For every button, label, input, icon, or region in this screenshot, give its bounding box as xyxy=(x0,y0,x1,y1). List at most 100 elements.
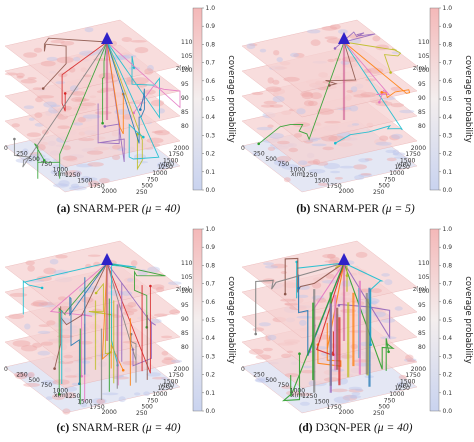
colorbar-tick-label: 0.8 xyxy=(443,262,453,269)
x-axis-label: x(m) xyxy=(291,171,305,178)
trajectory-8 xyxy=(298,262,345,356)
x-tick-label: 250 xyxy=(253,371,265,378)
coverage-blob xyxy=(131,77,149,84)
colorbar-label: coverage probability xyxy=(463,55,473,143)
trajectory-9 xyxy=(316,262,345,356)
coverage-blob xyxy=(147,266,160,273)
coverage-blob xyxy=(308,100,318,106)
coverage-blob xyxy=(263,100,277,105)
coverage-blob xyxy=(23,382,40,387)
coverage-blob xyxy=(8,313,25,319)
colorbar-tick-label: 0.7 xyxy=(443,281,453,288)
coverage-blob xyxy=(260,104,275,108)
coverage-blob xyxy=(269,104,284,108)
z-tick-label: 105 xyxy=(181,274,193,281)
trajectory-start xyxy=(298,352,301,355)
colorbar-tick-label: 0.2 xyxy=(443,151,453,158)
coverage-blob xyxy=(27,265,35,272)
trajectory-start xyxy=(13,137,16,141)
coverage-blob xyxy=(276,160,286,163)
caption-a: (a) SNARM-PER (μ = 40) xyxy=(0,203,237,215)
z-tick-label: 95 xyxy=(181,81,189,88)
coverage-blob xyxy=(127,278,134,282)
x-tick-label: 500 xyxy=(265,377,277,384)
caption-algorithm: D3QN-PER xyxy=(315,422,372,434)
caption-b: (b) SNARM-PER (μ = 5) xyxy=(237,203,474,215)
trajectory-start xyxy=(283,292,287,296)
coverage-blob xyxy=(392,149,400,156)
trajectory-2 xyxy=(106,41,160,119)
y-tick-label: 1500 xyxy=(163,379,178,386)
trajectory-start xyxy=(101,121,104,125)
coverage-blob xyxy=(338,29,348,35)
y-axis-label: y(m) xyxy=(160,382,174,389)
coverage-blob xyxy=(89,285,99,289)
colorbar-tick-label: 0.9 xyxy=(206,23,216,30)
x-tick-label: 1500 xyxy=(77,177,92,184)
coverage-blob xyxy=(348,388,364,393)
trajectory-5 xyxy=(106,41,124,135)
trajectory-7 xyxy=(343,41,402,73)
x-tick-label: 1500 xyxy=(314,177,329,184)
coverage-blob xyxy=(293,53,305,58)
caption-param: (μ = 40) xyxy=(141,203,181,215)
trajectory-5 xyxy=(343,41,411,99)
chart-d: 80859095100105110z(m)2505007501000125015… xyxy=(241,226,473,417)
trajectory-start xyxy=(333,47,337,50)
coverage-blob xyxy=(372,35,381,42)
coverage-blob xyxy=(62,145,71,151)
coverage-blob xyxy=(321,280,340,284)
coverage-blob xyxy=(355,388,363,392)
colorbar-tick-label: 0.8 xyxy=(443,41,453,48)
coverage-blob xyxy=(285,303,299,306)
coverage-blob xyxy=(170,359,183,363)
colorbar-tick-label: 0.8 xyxy=(206,41,216,48)
caption-algorithm: SNARM-PER xyxy=(73,203,139,215)
x-tick-label: 1250 xyxy=(65,393,80,400)
colorbar xyxy=(192,7,203,191)
coverage-blob xyxy=(84,177,98,181)
coverage-blob xyxy=(136,161,149,164)
x-tick-label: 500 xyxy=(28,156,40,163)
trajectory-6 xyxy=(42,37,108,89)
coverage-blob xyxy=(13,372,27,378)
x-tick-label: 1750 xyxy=(89,183,104,190)
destination-marker xyxy=(101,253,113,265)
colorbar-tick-label: 0.7 xyxy=(206,281,216,288)
coverage-blob xyxy=(43,267,57,275)
trajectory-6 xyxy=(54,262,108,369)
coverage-texture xyxy=(23,27,154,92)
coverage-blob xyxy=(62,155,78,161)
x-tick-label: 750 xyxy=(278,161,290,168)
y-tick-label: 1750 xyxy=(405,151,420,158)
y-axis-label: y(m) xyxy=(397,161,411,168)
coverage-blob xyxy=(121,37,132,42)
coverage-blob xyxy=(62,408,71,415)
trajectory-2 xyxy=(335,41,403,144)
coverage-blob xyxy=(322,254,336,259)
coverage-blob xyxy=(277,140,290,145)
coverage-blob xyxy=(32,87,43,90)
x-axis-label: x(m) xyxy=(291,392,305,399)
coverage-blob xyxy=(311,316,329,320)
coverage-blob xyxy=(399,109,415,114)
coverage-blob xyxy=(87,254,101,257)
coverage-blob xyxy=(276,155,292,163)
coverage-blob xyxy=(101,392,119,396)
destination-marker xyxy=(338,253,350,265)
coverage-blob xyxy=(324,260,339,263)
coverage-blob xyxy=(32,342,43,348)
coverage-blob xyxy=(281,353,291,358)
caption-algorithm: SNARM-PER xyxy=(313,203,380,215)
trajectory-1 xyxy=(343,262,395,371)
y-tick-label: 1750 xyxy=(168,372,183,379)
coverage-blob xyxy=(161,351,169,356)
trajectory-start xyxy=(63,92,67,95)
trajectory-8 xyxy=(69,262,108,384)
colorbar-tick-label: 0.1 xyxy=(443,390,453,397)
colorbar-tick-label: 1.0 xyxy=(443,5,453,12)
coverage-blob xyxy=(280,298,296,302)
coverage-blob xyxy=(286,390,301,396)
colorbar-tick-label: 0.1 xyxy=(206,390,216,397)
z-tick-label: 85 xyxy=(181,109,189,116)
